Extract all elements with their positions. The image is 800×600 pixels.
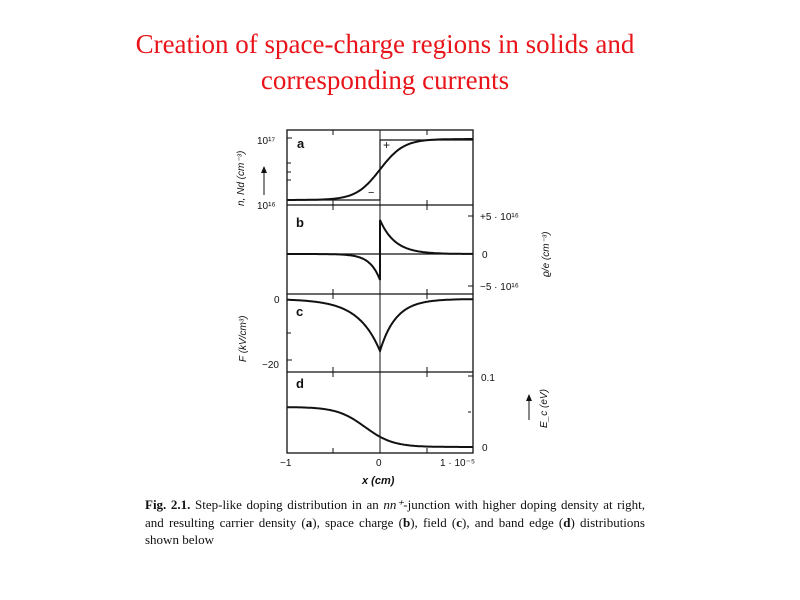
caption-a: a	[305, 514, 313, 530]
tick-zero-d: 0	[482, 443, 488, 454]
arrow-up-icon	[261, 166, 267, 173]
panel-c: c 0 −20 F (kV/cm³)	[238, 295, 473, 371]
axis-label-field: F (kV/cm³)	[238, 316, 249, 362]
caption-text-4: ), field (	[410, 514, 457, 530]
tick-0-1: 0.1	[481, 373, 495, 384]
x-axis-label: x (cm)	[361, 475, 395, 487]
plus-sign: +	[383, 138, 390, 152]
slide-title: Creation of space-charge regions in soli…	[0, 26, 770, 98]
caption-text-2: -junction with higher doping density at …	[145, 497, 645, 530]
caption-d: d	[563, 514, 571, 530]
tick-1e17: 10¹⁷	[257, 136, 275, 147]
tick-zero-b: 0	[482, 250, 488, 261]
panel-a: a + − 10¹⁷ 10¹⁶ n, Nd (cm⁻³)	[236, 136, 473, 212]
caption-text-5: ), and band edge (	[462, 514, 564, 530]
band-edge-curve	[287, 406, 473, 448]
caption-text-3: ), space charge (	[312, 514, 403, 530]
tick-minus20: −20	[262, 360, 279, 371]
caption-math: nn⁺	[383, 497, 404, 512]
x-tick-zero: 0	[376, 458, 382, 469]
panel-d: d 0.1 0 E_c (eV)	[287, 373, 550, 454]
figure-caption: Fig. 2.1. Step-like doping distribution …	[145, 496, 645, 549]
axis-label-rho: ϱ/e (cm⁻³)	[541, 231, 552, 277]
carrier-density-curve	[287, 138, 473, 201]
tick-marks	[287, 130, 473, 453]
panel-d-label: d	[296, 376, 304, 391]
x-tick-minus1: −1	[280, 458, 292, 469]
caption-text-1: Step-like doping distribution in an	[190, 497, 384, 512]
minus-sign: −	[368, 187, 374, 199]
caption-c: c	[456, 514, 463, 530]
axis-label-ec: E_c (eV)	[539, 389, 550, 428]
title-line-2: corresponding currents	[260, 65, 510, 95]
arrow-up-icon	[526, 394, 532, 401]
field-curve	[287, 298, 473, 354]
axis-label-n-nd: n, Nd (cm⁻³)	[236, 151, 247, 206]
tick-plus5e16: +5 · 10¹⁶	[480, 212, 519, 223]
panel-a-label: a	[297, 136, 305, 151]
tick-1e16: 10¹⁶	[257, 201, 276, 212]
x-tick-1e-5: 1 · 10⁻⁵	[440, 458, 475, 469]
caption-text-6: ) distributions shown below	[145, 514, 645, 548]
space-charge-curve	[287, 219, 473, 281]
panel-b: b +5 · 10¹⁶ 0 −5 · 10¹⁶ ϱ/e (cm⁻³)	[287, 212, 552, 293]
title-line-1: Creation of space-charge regions in soli…	[135, 29, 635, 59]
panel-c-label: c	[296, 304, 303, 319]
caption-b: b	[402, 514, 411, 530]
panel-b-label: b	[296, 215, 304, 230]
tick-zero-c: 0	[274, 295, 280, 306]
caption-fig-label: Fig. 2.1.	[145, 497, 191, 512]
tick-minus5e16: −5 · 10¹⁶	[480, 282, 519, 293]
